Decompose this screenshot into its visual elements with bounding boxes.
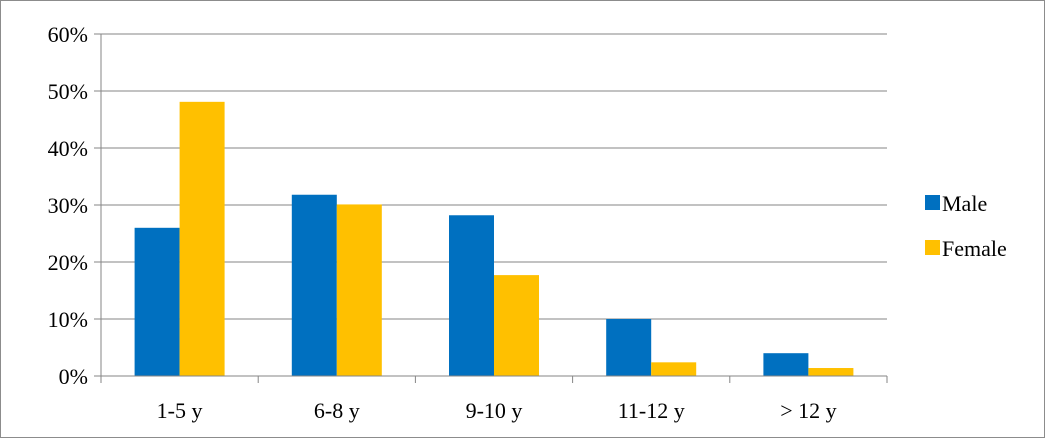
bar-male-4 [763, 353, 809, 376]
y-tick-label: 60% [48, 22, 88, 47]
bar-male-3 [606, 319, 652, 376]
x-tick-label: 11-12 y [618, 398, 685, 423]
gridlines [101, 33, 887, 320]
x-tick-label: 1-5 y [157, 398, 203, 423]
y-tick-label: 0% [59, 364, 88, 389]
bar-female-3 [651, 362, 697, 376]
y-tick-label: 20% [48, 250, 88, 275]
bar-female-0 [179, 101, 225, 376]
y-tick-label: 30% [48, 193, 88, 218]
bar-female-2 [494, 275, 539, 376]
bar-male-1 [291, 194, 337, 376]
bar-male-0 [134, 227, 180, 376]
y-axis-ticks: 0% 10% 20% 30% 40% 50% 60% [48, 22, 101, 389]
x-tick-label: > 12 y [780, 398, 836, 423]
x-axis-ticks: 1-5 y 6-8 y 9-10 y 11-12 y > 12 y [100, 376, 888, 423]
legend-swatch-female [925, 240, 940, 255]
bar-male-2 [449, 215, 494, 376]
y-tick-label: 10% [48, 307, 88, 332]
x-tick-label: 9-10 y [466, 398, 523, 423]
bar-female-1 [336, 204, 382, 376]
x-tick-label: 6-8 y [314, 398, 360, 423]
y-tick-label: 40% [48, 136, 88, 161]
legend-swatch-male [925, 195, 940, 210]
legend-label-male: Male [942, 191, 987, 216]
bars [134, 101, 854, 376]
legend-label-female: Female [942, 236, 1007, 261]
y-tick-label: 50% [48, 79, 88, 104]
bar-female-4 [808, 368, 854, 376]
legend: Male Female [925, 191, 1007, 261]
